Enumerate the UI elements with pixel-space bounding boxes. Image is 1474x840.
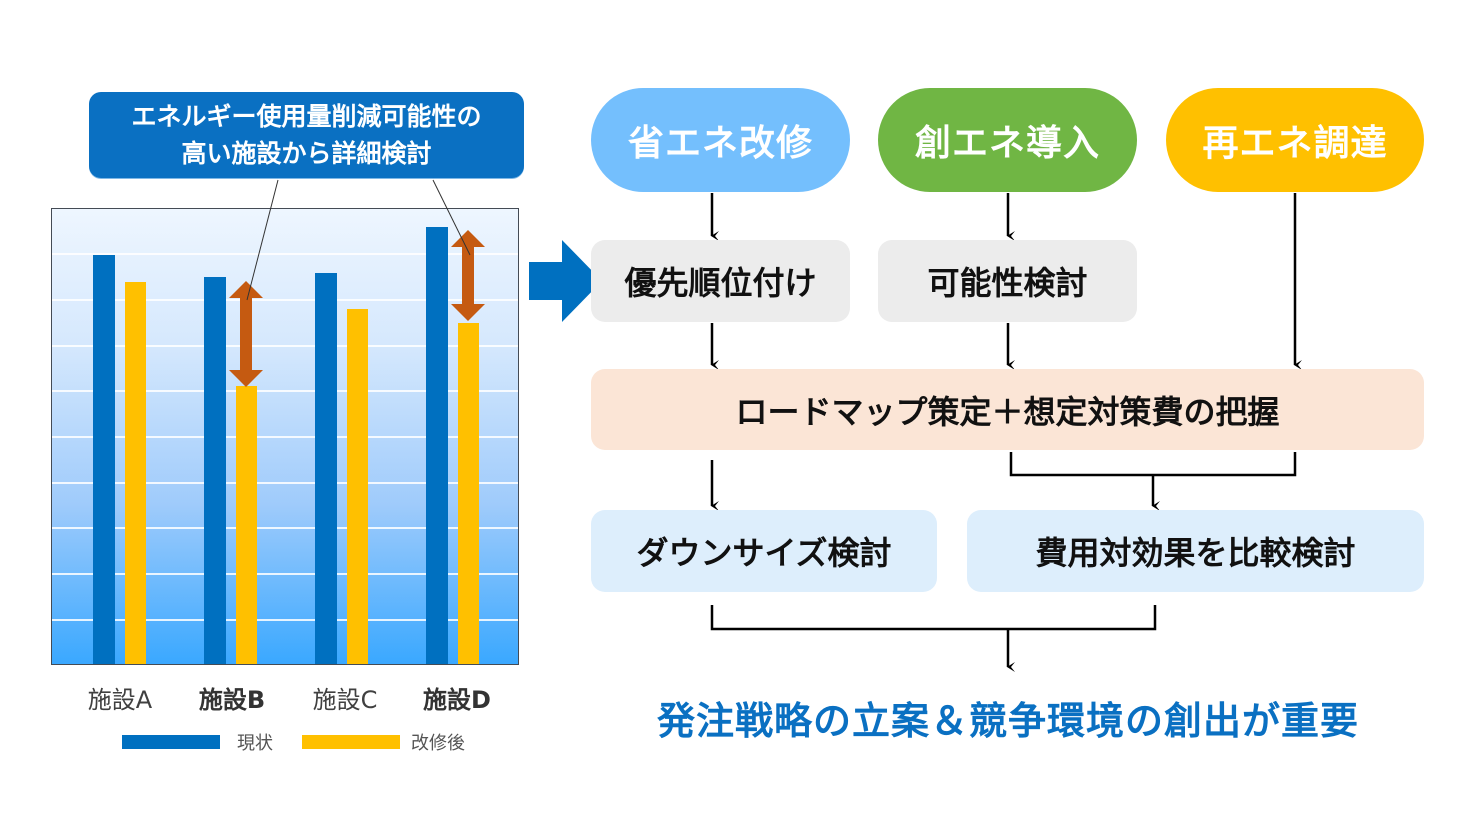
- gridline: [52, 619, 518, 621]
- gridline: [52, 345, 518, 347]
- box-downsize-study: ダウンサイズ検討: [591, 510, 937, 592]
- pill-energy-saving: 省エネ改修: [591, 88, 850, 192]
- box-feasibility-study: 可能性検討: [878, 240, 1137, 322]
- legend-swatch-after: [302, 735, 400, 749]
- x-label-facility-c: 施設C: [312, 686, 378, 714]
- callout-line-1: エネルギー使用量削減可能性の: [131, 102, 482, 131]
- box-cost-effectiveness: 費用対効果を比較検討: [967, 510, 1424, 592]
- gridline: [52, 390, 518, 392]
- legend-label-after: 改修後: [411, 733, 465, 754]
- bar-chart: [51, 208, 519, 665]
- bar-current-facility-b: [204, 277, 226, 664]
- bar-after-facility-a: [125, 281, 146, 664]
- gridline: [52, 573, 518, 575]
- pill-energy-creation: 創エネ導入: [878, 88, 1137, 192]
- callout-line-2: 高い施設から詳細検討: [181, 139, 432, 168]
- pill-renewable-procurement: 再エネ調達: [1166, 88, 1424, 192]
- bar-current-facility-c: [315, 272, 337, 664]
- box-prioritization: 優先順位付け: [591, 240, 850, 322]
- conclusion-text: 発注戦略の立案＆競争環境の創出が重要: [656, 699, 1359, 743]
- callout-box: エネルギー使用量削減可能性の 高い施設から詳細検討: [89, 92, 524, 178]
- gridline: [52, 436, 518, 438]
- gridline: [52, 253, 518, 255]
- bar-current-facility-a: [93, 254, 115, 664]
- bar-after-facility-b: [236, 386, 257, 664]
- bar-after-facility-c: [347, 309, 368, 664]
- x-label-facility-d: 施設D: [423, 686, 491, 714]
- bar-current-facility-d: [426, 227, 448, 664]
- box-roadmap: ロードマップ策定＋想定対策費の把握: [591, 369, 1424, 450]
- legend-swatch-current: [122, 735, 220, 749]
- gridline: [52, 299, 518, 301]
- bar-after-facility-d: [458, 322, 479, 664]
- x-label-facility-b: 施設B: [198, 686, 266, 714]
- gridline: [52, 527, 518, 529]
- x-label-facility-a: 施設A: [87, 686, 153, 714]
- gridline: [52, 482, 518, 484]
- legend-label-current: 現状: [237, 733, 273, 754]
